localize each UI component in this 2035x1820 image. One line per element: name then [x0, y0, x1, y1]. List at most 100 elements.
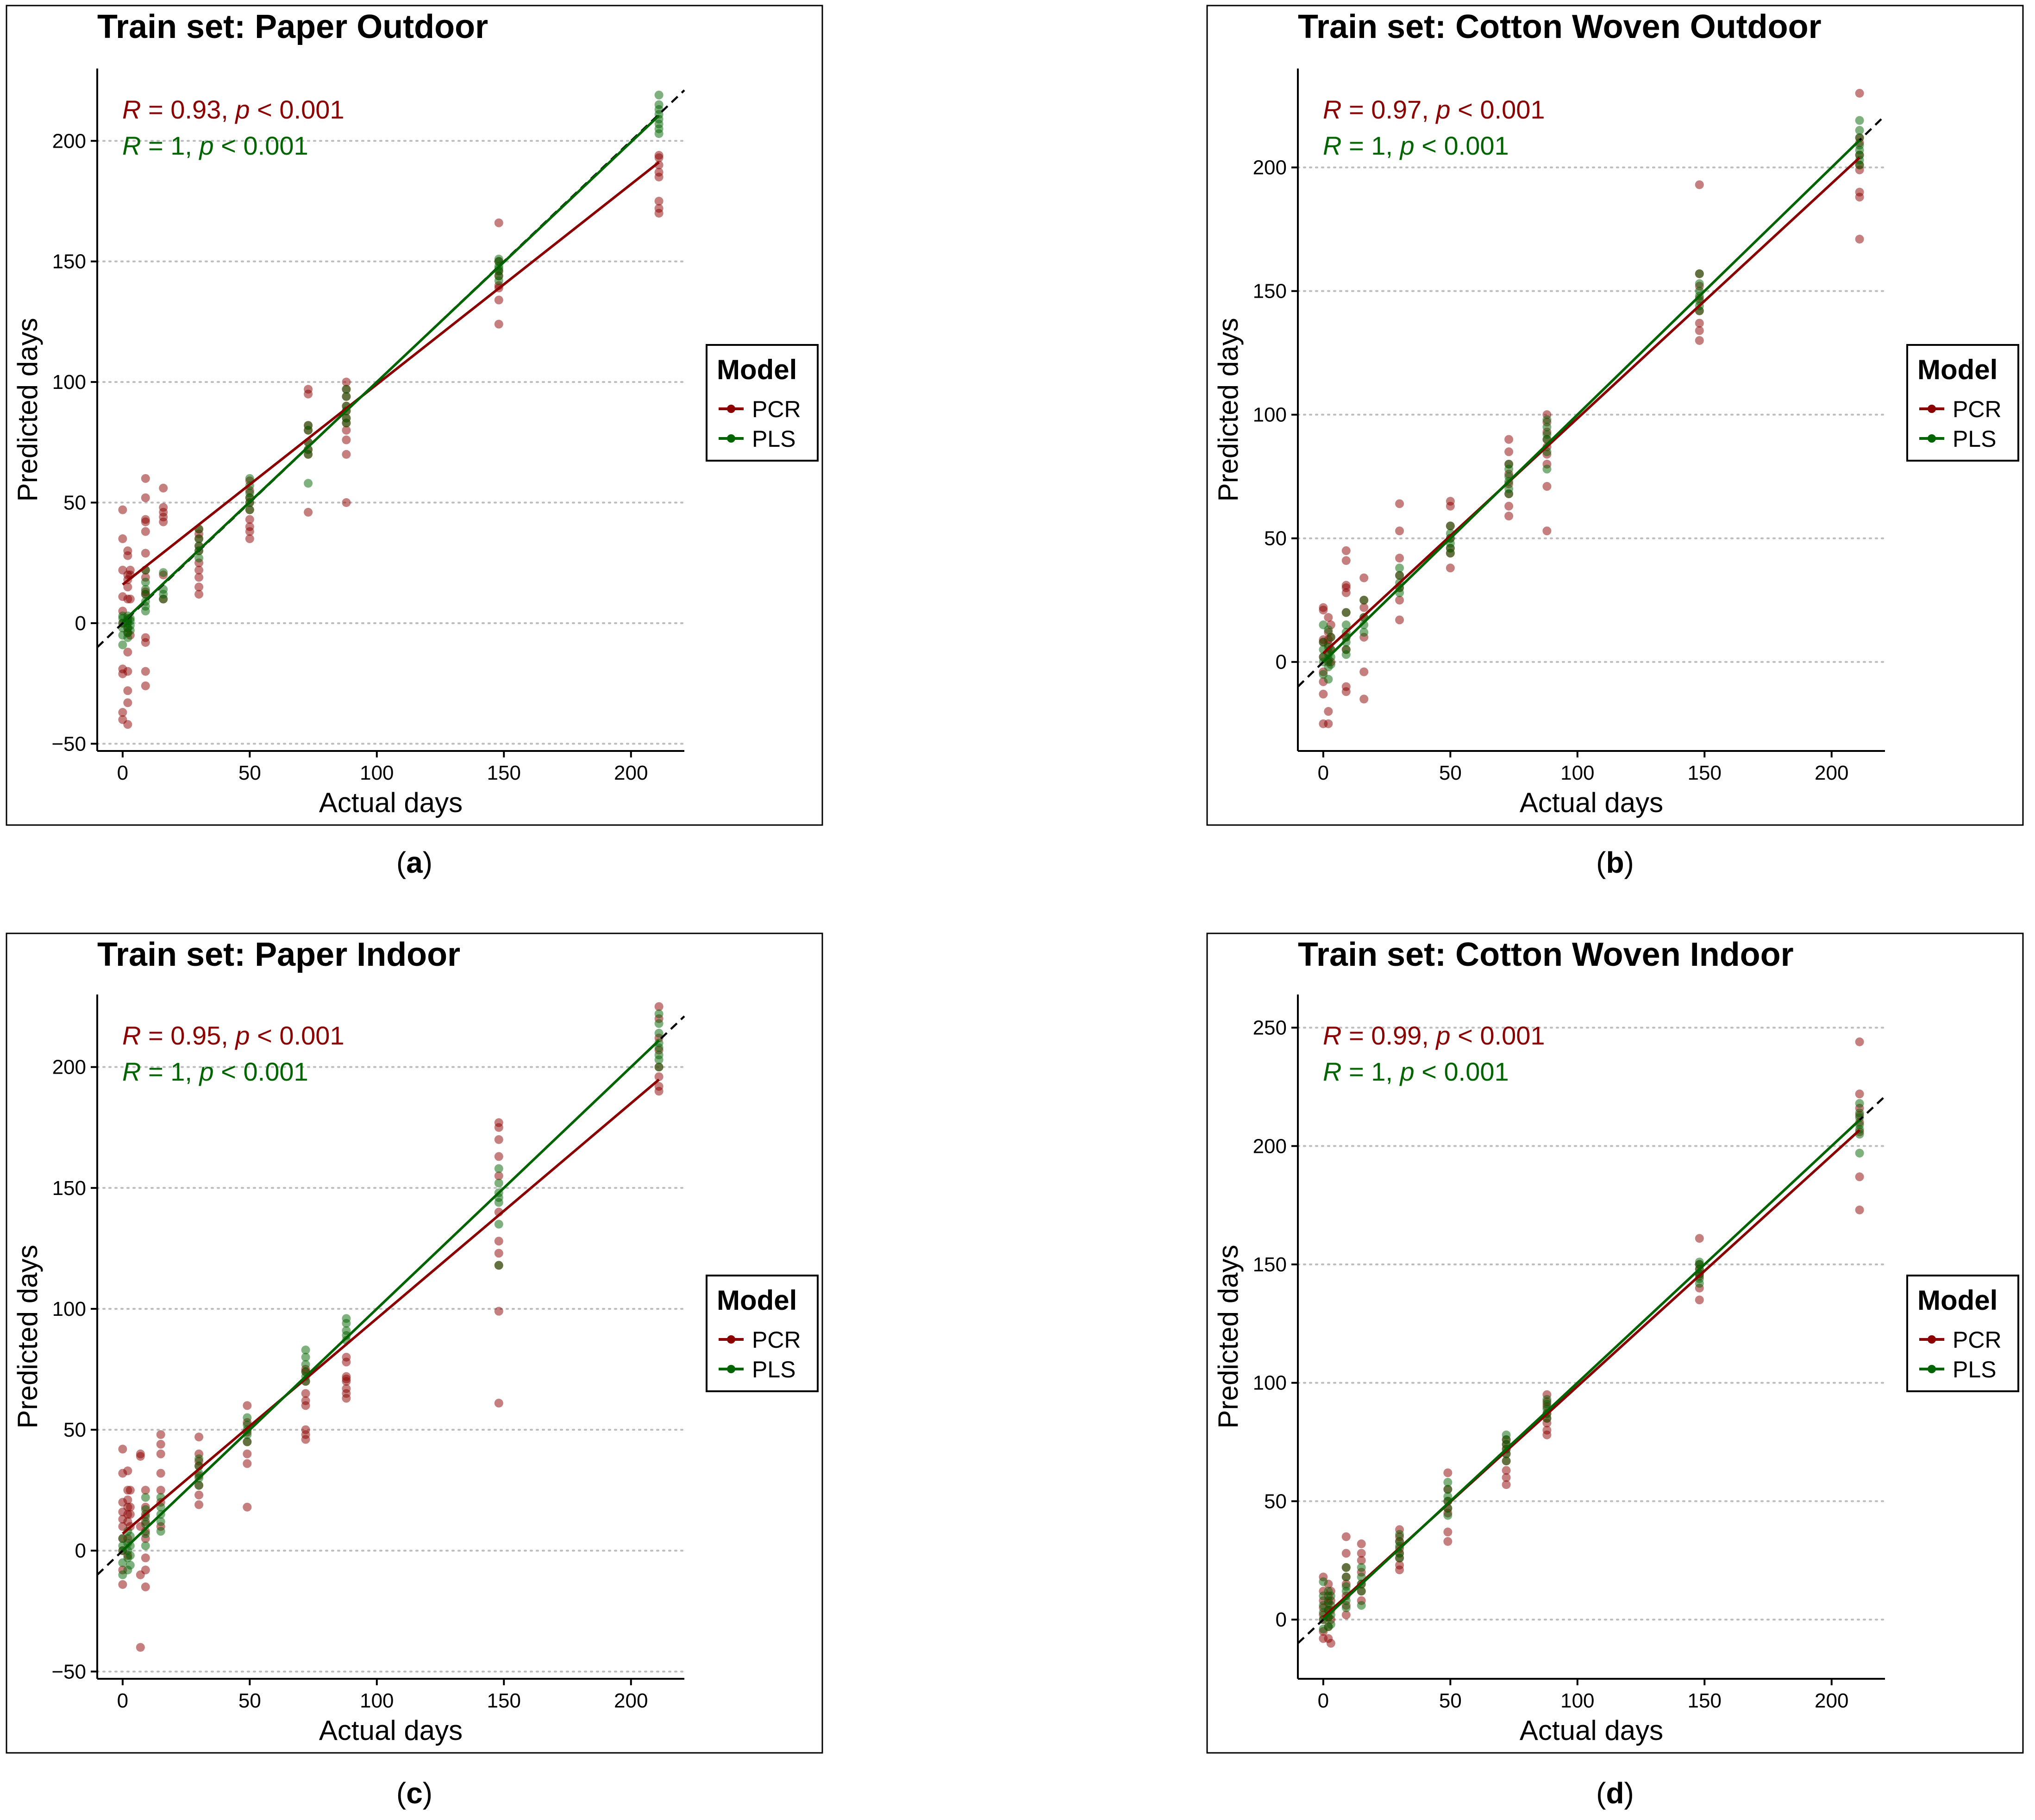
pcr-point [1542, 526, 1552, 536]
pcr-point [1855, 1037, 1864, 1046]
pcr-point [1443, 1537, 1453, 1546]
pls-point [304, 450, 313, 459]
pls-point [1326, 652, 1335, 662]
pls-point [1357, 1601, 1366, 1610]
legend-box [1906, 344, 2019, 462]
legend-label-pcr: PCR [1953, 396, 2002, 422]
x-axis-title: Actual days [1520, 787, 1663, 818]
pcr-point [156, 1449, 165, 1458]
pls-point [654, 1063, 664, 1072]
x-tick-label: 0 [117, 1689, 128, 1712]
legend-label-pls: PLS [752, 426, 796, 452]
y-tick-label: −50 [51, 1660, 86, 1683]
x-axis-title: Actual days [319, 1715, 463, 1746]
gridlines [96, 140, 685, 745]
pcr-point [123, 667, 132, 676]
legend-title: Model [1917, 1285, 1997, 1316]
pls-point [159, 594, 168, 604]
pls-point [123, 633, 132, 642]
x-tick-label: 150 [487, 762, 521, 784]
pls-point [1855, 160, 1864, 169]
legend-key-dot-pcr [727, 405, 735, 413]
pls-point [342, 392, 351, 401]
legend-box [706, 344, 819, 462]
legend-key-dot-pls [1928, 434, 1936, 443]
pcr-point [194, 1490, 204, 1500]
y-tick-label: 200 [52, 130, 86, 152]
y-tick-label: 100 [52, 1298, 86, 1320]
pcr-point [1542, 482, 1552, 491]
legend: Model PCR PLS [706, 344, 819, 462]
pcr-point [1695, 326, 1704, 335]
pcr-point [342, 1394, 351, 1403]
pcr-point [141, 527, 150, 536]
pcr-point [1395, 553, 1404, 563]
pls-point [494, 1220, 503, 1229]
panel-caption: (a) [396, 846, 432, 879]
pcr-point [1359, 603, 1369, 612]
y-axis-title: Predicted days [1213, 1245, 1244, 1429]
pcr-fit-line [1322, 156, 1860, 655]
pcr-point [342, 377, 351, 387]
legend-key-dot-pcr [1928, 1335, 1936, 1344]
pls-point [125, 1551, 135, 1560]
pcr-point [1395, 1565, 1404, 1575]
legend-key-dot-pcr [1928, 405, 1936, 413]
legend-label-pcr: PCR [752, 396, 801, 422]
pcr-point [1324, 707, 1333, 716]
gridlines [1297, 166, 1886, 663]
panel-caption: (d) [1596, 1776, 1634, 1810]
y-tick-label: 50 [1264, 527, 1287, 550]
legend-label-pls: PLS [752, 1357, 796, 1382]
pcr-point [194, 573, 204, 582]
pcr-point [494, 319, 503, 329]
pcr-point [156, 1430, 165, 1439]
pls-point [245, 474, 254, 483]
pls-point [1341, 1603, 1351, 1613]
pcr-point [1319, 606, 1328, 615]
y-tick-label: 50 [63, 492, 86, 514]
pls-point [1326, 632, 1335, 642]
legend: Model PCR PLS [1906, 1275, 2019, 1392]
pcr-point [1357, 1549, 1366, 1558]
pls-point [494, 276, 503, 285]
pls-point [1359, 620, 1369, 630]
pcr-point [1446, 501, 1455, 511]
pcr-point [1359, 667, 1369, 676]
pcr-point [123, 720, 132, 729]
pcr-point [342, 1374, 351, 1383]
data-points [118, 90, 664, 729]
pcr-point [156, 1486, 165, 1495]
x-tick-label: 100 [360, 1689, 394, 1712]
pcr-point [301, 1435, 310, 1444]
pcr-point [245, 515, 254, 524]
pls-point [654, 1055, 664, 1064]
legend-key-dot-pls [727, 434, 735, 443]
pcr-point [654, 1072, 664, 1082]
y-tick-label: 150 [52, 1177, 86, 1200]
pcr-point [125, 1502, 135, 1512]
pls-point [301, 1360, 310, 1369]
pls-point [654, 1029, 664, 1038]
pls-point [1324, 625, 1333, 634]
y-tick-label: 0 [75, 612, 86, 635]
x-axis-title: Actual days [319, 787, 463, 818]
pls-point [1359, 628, 1369, 637]
pcr-point [123, 686, 132, 695]
pls-point [494, 1164, 503, 1173]
legend-title: Model [717, 1285, 797, 1316]
pls-fit-line [121, 1039, 660, 1552]
pcr-point [1502, 1473, 1511, 1482]
pcr-point [494, 1171, 503, 1181]
pls-point [1855, 1113, 1864, 1122]
legend-label-pls: PLS [1953, 1357, 1997, 1382]
x-axis-title: Actual days [1520, 1715, 1663, 1746]
y-tick-label: −50 [51, 732, 86, 755]
pls-point [141, 589, 150, 599]
pcr-point [1341, 1532, 1351, 1541]
pcr-point [1341, 1610, 1351, 1620]
legend-key-dot-pcr [727, 1335, 735, 1344]
panel-title: Train set: Paper Indoor [97, 936, 460, 973]
pls-point [1326, 660, 1335, 669]
pcr-correlation-label: R = 0.97, p < 0.001 [1323, 95, 1545, 124]
